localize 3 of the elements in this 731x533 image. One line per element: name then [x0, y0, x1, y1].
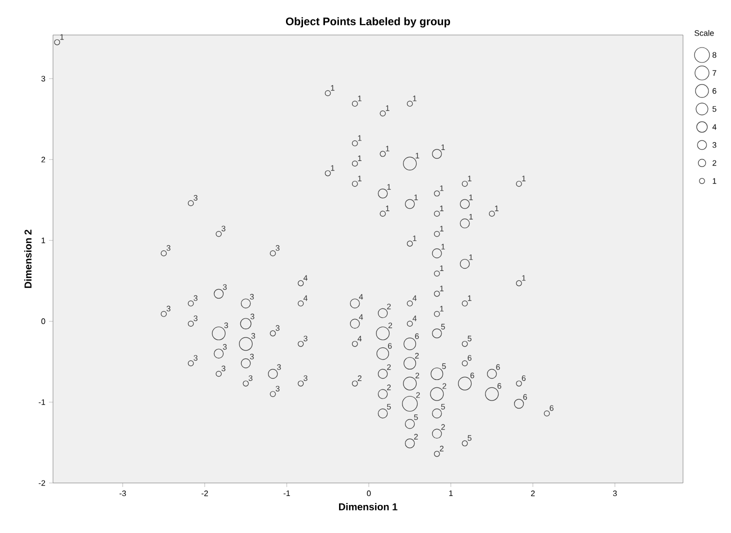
y-axis-title: Dimension 2: [24, 230, 32, 288]
x-axis-title: Dimension 1: [339, 502, 398, 510]
chart-title: Object Points Labeled by group: [286, 17, 450, 28]
